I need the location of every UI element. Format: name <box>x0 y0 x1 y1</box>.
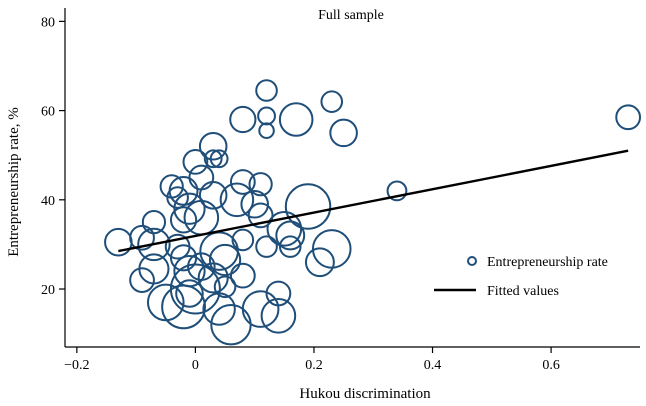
data-point <box>129 224 155 251</box>
data-point <box>278 235 302 258</box>
legend-label-fitted-values: Fitted values <box>487 284 559 299</box>
fit-line-layer <box>118 149 629 253</box>
y-tick-label: 20 <box>41 283 55 298</box>
data-point <box>168 175 199 206</box>
data-point <box>257 106 276 126</box>
data-point <box>260 297 297 334</box>
legend: Entrepreneurship rate Fitted values <box>434 255 608 299</box>
y-tick-label: 60 <box>41 105 55 120</box>
data-point <box>240 189 269 219</box>
data-point <box>229 169 256 195</box>
data-point <box>137 227 171 262</box>
data-point <box>169 206 198 234</box>
data-point <box>284 183 332 230</box>
data-point <box>320 90 344 113</box>
x-tick-label: 0.6 <box>542 358 560 373</box>
fitted-values-line <box>118 149 629 253</box>
data-point <box>266 210 303 247</box>
data-point <box>304 247 335 278</box>
data-point <box>202 292 236 326</box>
data-point <box>231 228 255 252</box>
x-axis-title: Hukou discrimination <box>299 386 431 402</box>
data-point <box>164 233 191 260</box>
axes: −0.2 0 0.2 0.4 0.6 20 40 60 80 <box>41 8 640 373</box>
data-point <box>247 202 274 229</box>
y-axis-title: Entrepreneurship rate, % <box>6 107 22 257</box>
data-point <box>329 118 358 148</box>
data-point <box>248 172 273 197</box>
data-point <box>175 279 204 308</box>
data-point <box>203 149 223 169</box>
data-point <box>278 102 314 137</box>
data-point <box>213 275 237 299</box>
chart-title: Full sample <box>318 8 384 23</box>
data-point <box>104 227 133 257</box>
data-point <box>188 164 215 191</box>
data-point <box>141 209 167 235</box>
data-point <box>615 104 642 131</box>
y-tick-label: 40 <box>41 194 55 209</box>
data-point <box>275 220 306 251</box>
data-point <box>182 149 209 175</box>
legend-marker-bubble <box>467 256 477 266</box>
x-tick-label: 0.2 <box>305 358 323 373</box>
data-point <box>219 182 255 218</box>
data-point <box>255 79 278 102</box>
data-point <box>187 252 216 281</box>
data-point <box>258 122 275 139</box>
data-point <box>169 244 198 272</box>
data-point <box>159 174 184 199</box>
data-point <box>198 131 228 161</box>
data-point <box>208 243 242 277</box>
data-point <box>386 180 408 202</box>
data-point <box>129 267 155 293</box>
data-point <box>265 280 292 307</box>
data-point <box>241 290 280 328</box>
data-point <box>173 255 206 288</box>
x-tick-label: 0 <box>192 358 199 373</box>
data-point <box>255 235 278 258</box>
y-tick-label: 80 <box>41 15 55 30</box>
data-point <box>173 192 206 225</box>
data-point <box>146 283 185 322</box>
bubbles-layer <box>104 79 642 346</box>
data-point <box>229 262 256 289</box>
data-point <box>209 149 229 169</box>
x-tick-label: −0.2 <box>64 358 89 373</box>
x-tick-label: 0.4 <box>424 358 442 373</box>
data-point <box>229 105 257 134</box>
legend-label-entrepreneurship-rate: Entrepreneurship rate <box>487 255 608 270</box>
data-point <box>166 186 189 209</box>
